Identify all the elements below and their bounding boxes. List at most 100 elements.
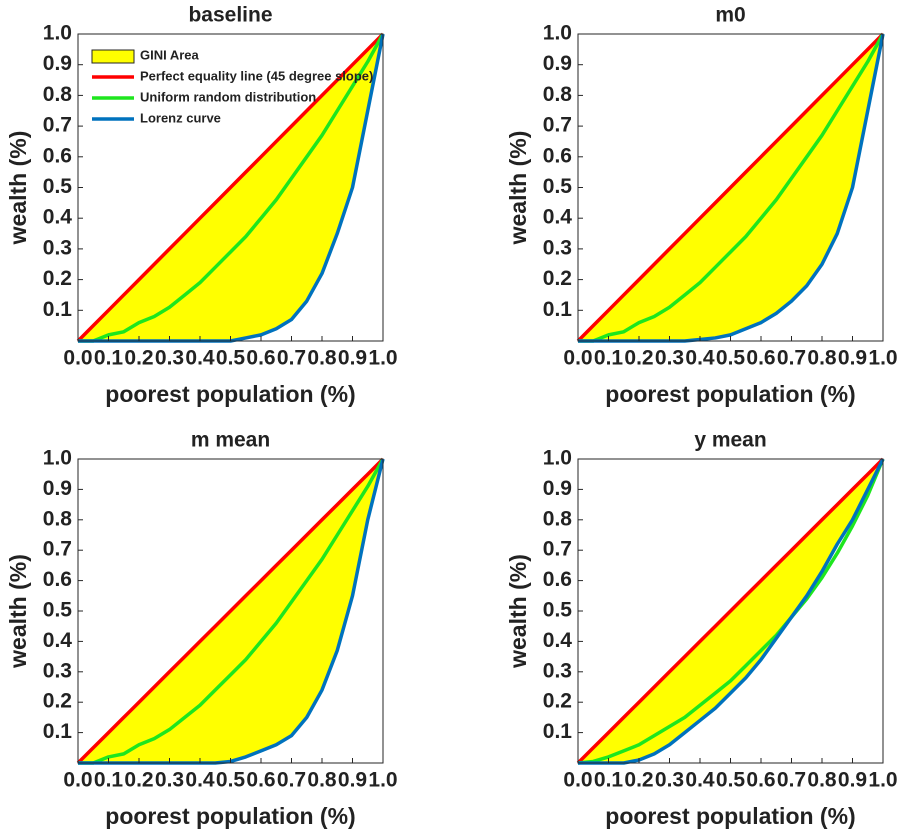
- y-axis-label: wealth (%): [5, 554, 31, 669]
- legend-label: GINI Area: [140, 47, 200, 62]
- y-tick-label: 0.5: [543, 599, 573, 622]
- x-tick-label: 0.9: [838, 347, 867, 370]
- subplot-title: baseline: [188, 4, 272, 27]
- legend-label: Perfect equality line (45 degree slope): [140, 68, 373, 83]
- y-tick-label: 1.0: [543, 447, 572, 470]
- x-tick-label: 0.4: [185, 769, 215, 792]
- y-tick-label: 0.9: [543, 477, 572, 500]
- subplot-title: m mean: [191, 429, 270, 452]
- x-tick-label: 0.5: [216, 769, 246, 792]
- x-tick-label: 0.9: [338, 769, 367, 792]
- y-tick-label: 1.0: [43, 447, 72, 470]
- y-tick-label: 0.6: [43, 568, 72, 591]
- y-tick-label: 0.2: [543, 267, 572, 290]
- x-tick-label: 0.4: [685, 347, 715, 370]
- x-tick-label: 0.6: [746, 347, 775, 370]
- x-tick-label: 0.3: [155, 769, 184, 792]
- x-tick-label: 0.5: [716, 347, 746, 370]
- y-tick-label: 0.4: [43, 206, 73, 229]
- x-tick-label: 1.0: [868, 769, 897, 792]
- x-tick-label: 0.8: [807, 769, 837, 792]
- y-axis-label: wealth (%): [505, 131, 531, 246]
- y-tick-label: 0.2: [543, 690, 572, 713]
- y-tick-label: 0.8: [43, 83, 73, 106]
- y-tick-label: 0.8: [543, 507, 573, 530]
- subplot: 0.0 0.1 0.2 0.3 0.4 0.5 0.6 0.7 0.8 0.9 1.00.10.20…: [5, 4, 398, 408]
- x-tick-label: 0.1: [94, 769, 124, 792]
- y-tick-label: 1.0: [43, 22, 72, 45]
- x-tick-label: 1.0: [868, 347, 897, 370]
- y-tick-label: 0.9: [543, 52, 572, 75]
- legend-label: Lorenz curve: [140, 110, 221, 125]
- x-axis-label: poorest population (%): [605, 803, 855, 829]
- y-tick-label: 0.7: [543, 538, 572, 561]
- x-axis-label: poorest population (%): [605, 381, 855, 407]
- y-tick-label: 0.4: [543, 629, 573, 652]
- y-tick-label: 0.3: [43, 236, 72, 259]
- subplot: 0.0 0.1 0.2 0.3 0.4 0.5 0.6 0.7 0.8 0.9 1.00.10.20…: [505, 429, 898, 830]
- y-tick-label: 0.3: [543, 659, 572, 682]
- x-tick-label: 0.4: [685, 769, 715, 792]
- series-line: [578, 458, 885, 765]
- y-tick-label: 0.2: [43, 690, 72, 713]
- x-tick-label: 0.7: [777, 769, 806, 792]
- x-tick-label: 1.0: [368, 769, 397, 792]
- x-tick-label: 0.6: [246, 769, 275, 792]
- x-tick-label: 0.2: [124, 347, 153, 370]
- y-tick-label: 0.2: [43, 267, 72, 290]
- x-tick-label: 0.7: [277, 347, 306, 370]
- x-tick-label: 1.0: [368, 347, 397, 370]
- x-tick-label: 0.3: [655, 769, 684, 792]
- x-tick-label: 0.1: [94, 347, 124, 370]
- subplot-title: m0: [715, 4, 745, 27]
- y-tick-label: 0.8: [543, 83, 573, 106]
- x-tick-label: 0.1: [594, 769, 624, 792]
- x-tick-label: 0.8: [307, 769, 337, 792]
- y-tick-label: 0.8: [43, 507, 73, 530]
- series-line: [76, 457, 385, 765]
- x-tick-label: 0.8: [807, 347, 837, 370]
- y-tick-label: 0.5: [43, 175, 73, 198]
- y-tick-label: 0.1: [43, 298, 73, 321]
- x-tick-label: 0.7: [277, 769, 306, 792]
- x-tick-label: 0.8: [307, 347, 337, 370]
- x-tick-label: 0.0: [63, 769, 92, 792]
- x-tick-label: 0.0: [563, 347, 592, 370]
- y-tick-label: 0.1: [543, 298, 573, 321]
- x-tick-label: 0.5: [716, 769, 746, 792]
- legend-label: Uniform random distribution: [140, 89, 316, 104]
- x-tick-label: 0.2: [624, 769, 653, 792]
- y-tick-label: 0.7: [543, 114, 572, 137]
- x-tick-label: 0.2: [624, 347, 653, 370]
- x-tick-label: 0.6: [746, 769, 775, 792]
- x-tick-label: 0.3: [155, 347, 184, 370]
- y-tick-label: 0.3: [43, 659, 72, 682]
- x-tick-label: 0.0: [563, 769, 592, 792]
- series-line: [578, 33, 885, 343]
- y-tick-label: 0.4: [43, 629, 73, 652]
- series-line: [76, 32, 385, 343]
- y-tick-label: 0.4: [543, 206, 573, 229]
- x-tick-label: 0.0: [63, 347, 92, 370]
- series-line: [78, 458, 385, 765]
- subplot: 0.0 0.1 0.2 0.3 0.4 0.5 0.6 0.7 0.8 0.9 1.00.10.20…: [505, 4, 898, 408]
- x-tick-label: 0.9: [838, 769, 867, 792]
- y-tick-label: 0.3: [543, 236, 572, 259]
- subplot-title: y mean: [694, 429, 766, 452]
- y-tick-label: 1.0: [543, 22, 572, 45]
- y-tick-label: 0.5: [543, 175, 573, 198]
- y-tick-label: 0.1: [43, 720, 73, 743]
- series-line: [576, 32, 885, 343]
- x-tick-label: 0.9: [338, 347, 367, 370]
- x-tick-label: 0.7: [777, 347, 806, 370]
- x-axis-label: poorest population (%): [105, 381, 355, 407]
- x-axis-label: poorest population (%): [105, 803, 355, 829]
- y-axis-label: wealth (%): [505, 554, 531, 669]
- y-tick-label: 0.1: [543, 720, 573, 743]
- x-tick-label: 0.5: [216, 347, 246, 370]
- series-line: [576, 457, 885, 765]
- series-line: [78, 33, 385, 343]
- y-tick-label: 0.7: [43, 114, 72, 137]
- x-tick-label: 0.6: [246, 347, 275, 370]
